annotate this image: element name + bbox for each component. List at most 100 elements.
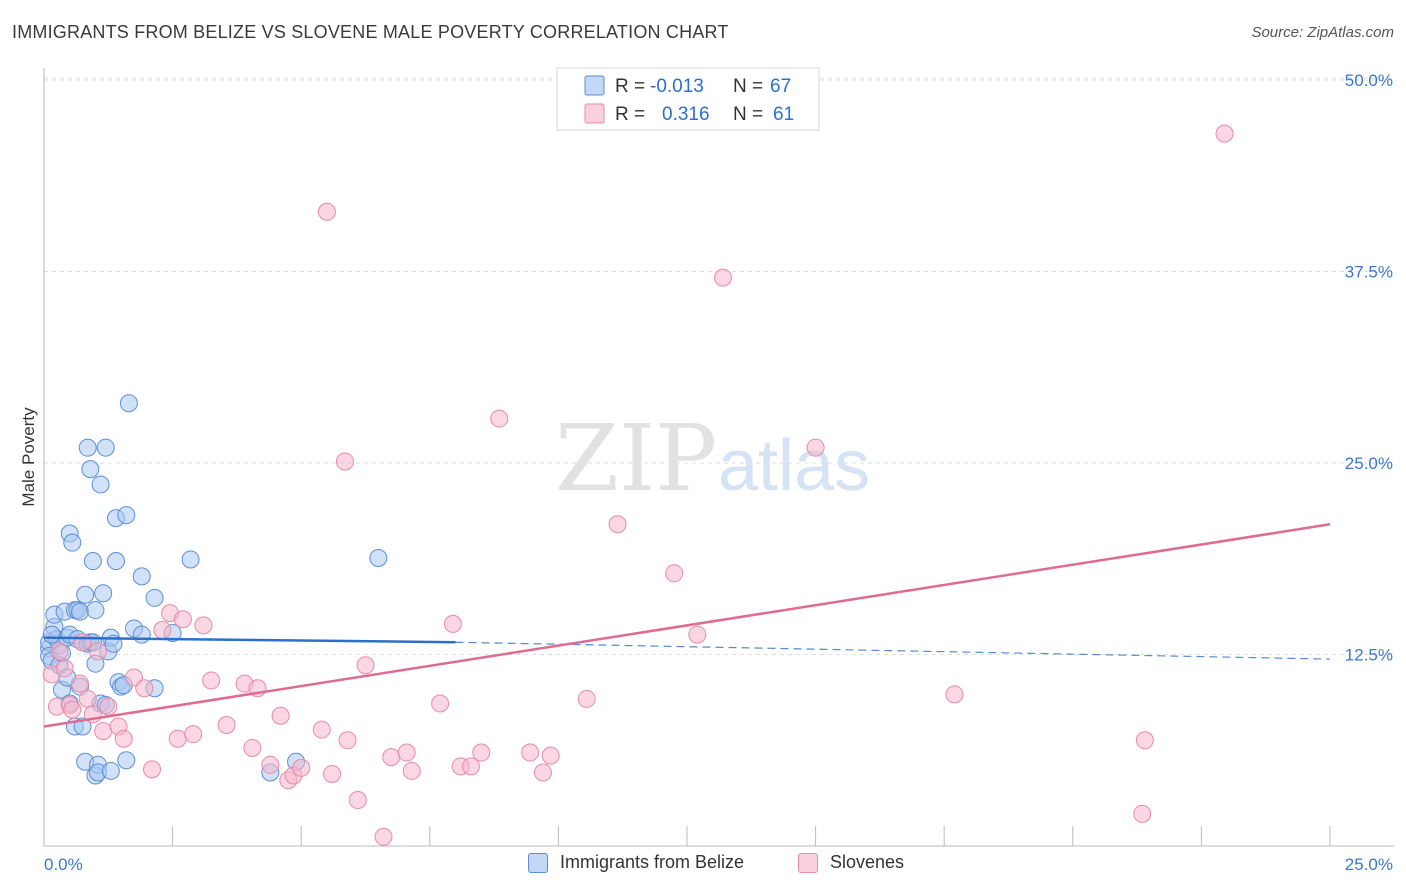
point-slovenes [945, 685, 964, 704]
y-tick-labels: 12.5% 25.0% 37.5% 50.0% [1345, 71, 1393, 665]
point-belize [132, 567, 151, 586]
chart-title: IMMIGRANTS FROM BELIZE VS SLOVENE MALE P… [12, 22, 729, 42]
point-slovenes [73, 633, 92, 652]
point-slovenes [261, 755, 280, 774]
watermark: ZIP atlas [555, 405, 870, 512]
series-slovenes-points [42, 124, 1234, 846]
point-slovenes [397, 743, 416, 762]
point-slovenes [143, 760, 162, 779]
point-slovenes [271, 706, 290, 725]
point-slovenes [94, 722, 113, 741]
series-legend: Immigrants from Belize Slovenes [0, 850, 1406, 880]
point-slovenes [243, 738, 262, 757]
point-belize [81, 460, 100, 479]
point-belize [145, 588, 164, 607]
point-slovenes [202, 671, 221, 690]
point-slovenes [490, 409, 509, 428]
legend-n-label-blue: N = [733, 76, 763, 97]
point-slovenes [217, 715, 236, 734]
point-slovenes [382, 748, 401, 767]
point-slovenes [443, 614, 462, 633]
point-slovenes [168, 729, 187, 748]
y-tick-label: 37.5% [1345, 263, 1393, 282]
legend-r-value-blue: -0.013 [650, 76, 704, 97]
point-slovenes [356, 656, 375, 675]
point-slovenes [335, 452, 354, 471]
point-belize [119, 394, 138, 413]
point-belize [101, 761, 120, 780]
legend-r-label-pink: R = [615, 104, 645, 125]
point-slovenes [63, 700, 82, 719]
point-slovenes [1215, 124, 1234, 143]
point-slovenes [50, 642, 69, 661]
point-slovenes [135, 679, 154, 698]
point-slovenes [292, 758, 311, 777]
source-label: Source: ZipAtlas.com [1251, 24, 1394, 41]
y-tick-label: 50.0% [1345, 71, 1393, 90]
point-slovenes [338, 731, 357, 750]
point-slovenes [89, 642, 108, 661]
legend-swatch-belize [528, 852, 548, 873]
point-slovenes [78, 689, 97, 708]
point-slovenes [472, 743, 491, 762]
y-tick-label: 12.5% [1345, 646, 1393, 665]
legend-r-label-blue: R = [615, 76, 645, 97]
legend-item-belize: Immigrants from Belize [528, 852, 744, 873]
point-belize [71, 602, 90, 621]
series-belize-points [40, 394, 388, 785]
legend-n-label-pink: N = [733, 104, 763, 125]
point-slovenes [431, 694, 450, 713]
x-ticks [43, 826, 1331, 846]
point-slovenes [1133, 804, 1152, 823]
point-belize [63, 533, 82, 552]
point-slovenes [521, 743, 540, 762]
point-slovenes [71, 674, 90, 693]
watermark-atlas: atlas [718, 426, 870, 506]
point-slovenes [1135, 731, 1154, 750]
point-slovenes [348, 791, 367, 810]
trend-line-belize-extension [455, 641, 1331, 660]
legend-r-value-pink: 0.316 [662, 104, 710, 125]
legend-label-slovenes: Slovenes [830, 852, 905, 872]
point-slovenes [608, 515, 627, 534]
correlation-legend: R = -0.013 N = 67 R = 0.316 N = 61 [556, 67, 820, 131]
legend-n-value-pink: 61 [773, 104, 794, 125]
point-slovenes [312, 720, 331, 739]
point-slovenes [55, 659, 74, 678]
gridlines [44, 77, 1394, 655]
watermark-zip: ZIP [555, 405, 717, 512]
y-tick-label: 25.0% [1345, 454, 1393, 473]
point-slovenes [665, 564, 684, 583]
point-slovenes [184, 725, 203, 744]
trend-line-belize [43, 636, 456, 644]
point-belize [96, 438, 115, 457]
point-slovenes [806, 438, 825, 457]
point-slovenes [714, 268, 733, 287]
point-slovenes [688, 625, 707, 644]
legend-label-belize: Immigrants from Belize [560, 852, 745, 872]
y-axis-label: Male Poverty [19, 407, 38, 507]
point-belize [132, 625, 151, 644]
point-belize [94, 584, 113, 603]
legend-swatch-slovenes [798, 852, 818, 873]
point-belize [42, 625, 61, 644]
legend-item-slovenes: Slovenes [798, 852, 904, 873]
trend-line-slovenes [43, 523, 1331, 728]
point-belize [117, 751, 136, 770]
point-belize [91, 475, 110, 494]
legend-n-value-blue: 67 [770, 76, 791, 97]
x-tick-label-min: 0.0% [44, 855, 83, 874]
axes [43, 68, 1394, 847]
point-slovenes [577, 689, 596, 708]
point-slovenes [173, 610, 192, 629]
point-slovenes [541, 746, 560, 765]
point-slovenes [402, 761, 421, 780]
point-belize [117, 506, 136, 525]
point-slovenes [153, 620, 172, 639]
legend-swatch-pink [584, 103, 605, 124]
point-slovenes [99, 697, 118, 716]
point-belize [83, 552, 102, 571]
point-belize [78, 438, 97, 457]
point-slovenes [114, 729, 133, 748]
point-slovenes [317, 202, 336, 221]
